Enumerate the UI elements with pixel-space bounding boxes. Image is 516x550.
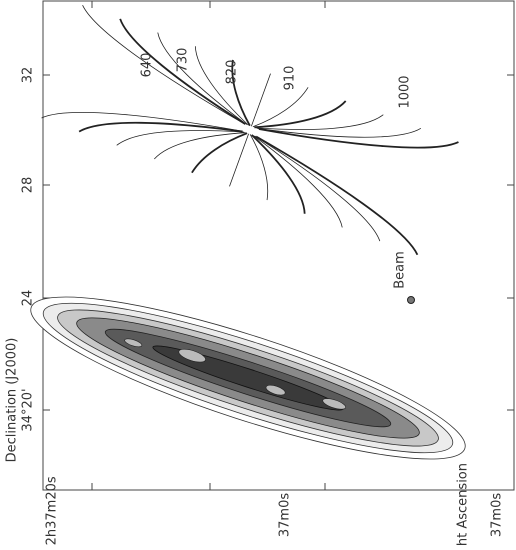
x-axis-label: Right Ascension <box>456 463 471 546</box>
isovelocity <box>251 74 270 127</box>
isovelocity <box>231 134 286 200</box>
y-axis-label: Declination (J2000) <box>5 338 20 463</box>
labels: 32 28 24 34°20'Declination (J2000) 22h37m20s… <box>5 48 505 546</box>
velocity-field <box>42 5 459 255</box>
isovelocity <box>234 135 361 227</box>
isovelocity <box>154 106 245 185</box>
x-tick-label: 37m0s <box>490 493 505 537</box>
isovelocity <box>257 76 420 181</box>
y-tick-label: 28 <box>21 177 36 194</box>
isovelocity <box>117 93 244 185</box>
figure: 32 28 24 34°20'Declination (J2000) 22h37m20s… <box>0 0 516 546</box>
x-tick-label: 22h37m20s <box>45 476 60 546</box>
y-tick-label: 24 <box>21 290 36 307</box>
y-tick-label: 34°20' <box>21 388 36 431</box>
velocity-label: 820 <box>225 60 240 85</box>
x-tick-label: 37m0s <box>278 493 293 537</box>
isovelocity <box>192 120 247 186</box>
isovelocity <box>79 79 242 184</box>
isovelocity <box>237 136 437 254</box>
isovelocity <box>235 136 398 241</box>
velocity-label: 1000 <box>398 75 413 108</box>
decoration <box>18 1 514 497</box>
isovelocity <box>214 60 269 126</box>
velocity-label: 640 <box>140 53 155 78</box>
isovelocity <box>229 134 248 187</box>
isovelocity <box>139 33 266 125</box>
beam-label: Beam <box>393 251 408 289</box>
isovelocity <box>254 75 345 154</box>
isovelocity <box>256 75 383 167</box>
y-tick-label: 32 <box>21 67 36 84</box>
isovelocity <box>232 135 323 214</box>
velocity-label: 910 <box>283 66 298 91</box>
beam <box>408 297 415 304</box>
velocity-label: 730 <box>176 48 191 73</box>
